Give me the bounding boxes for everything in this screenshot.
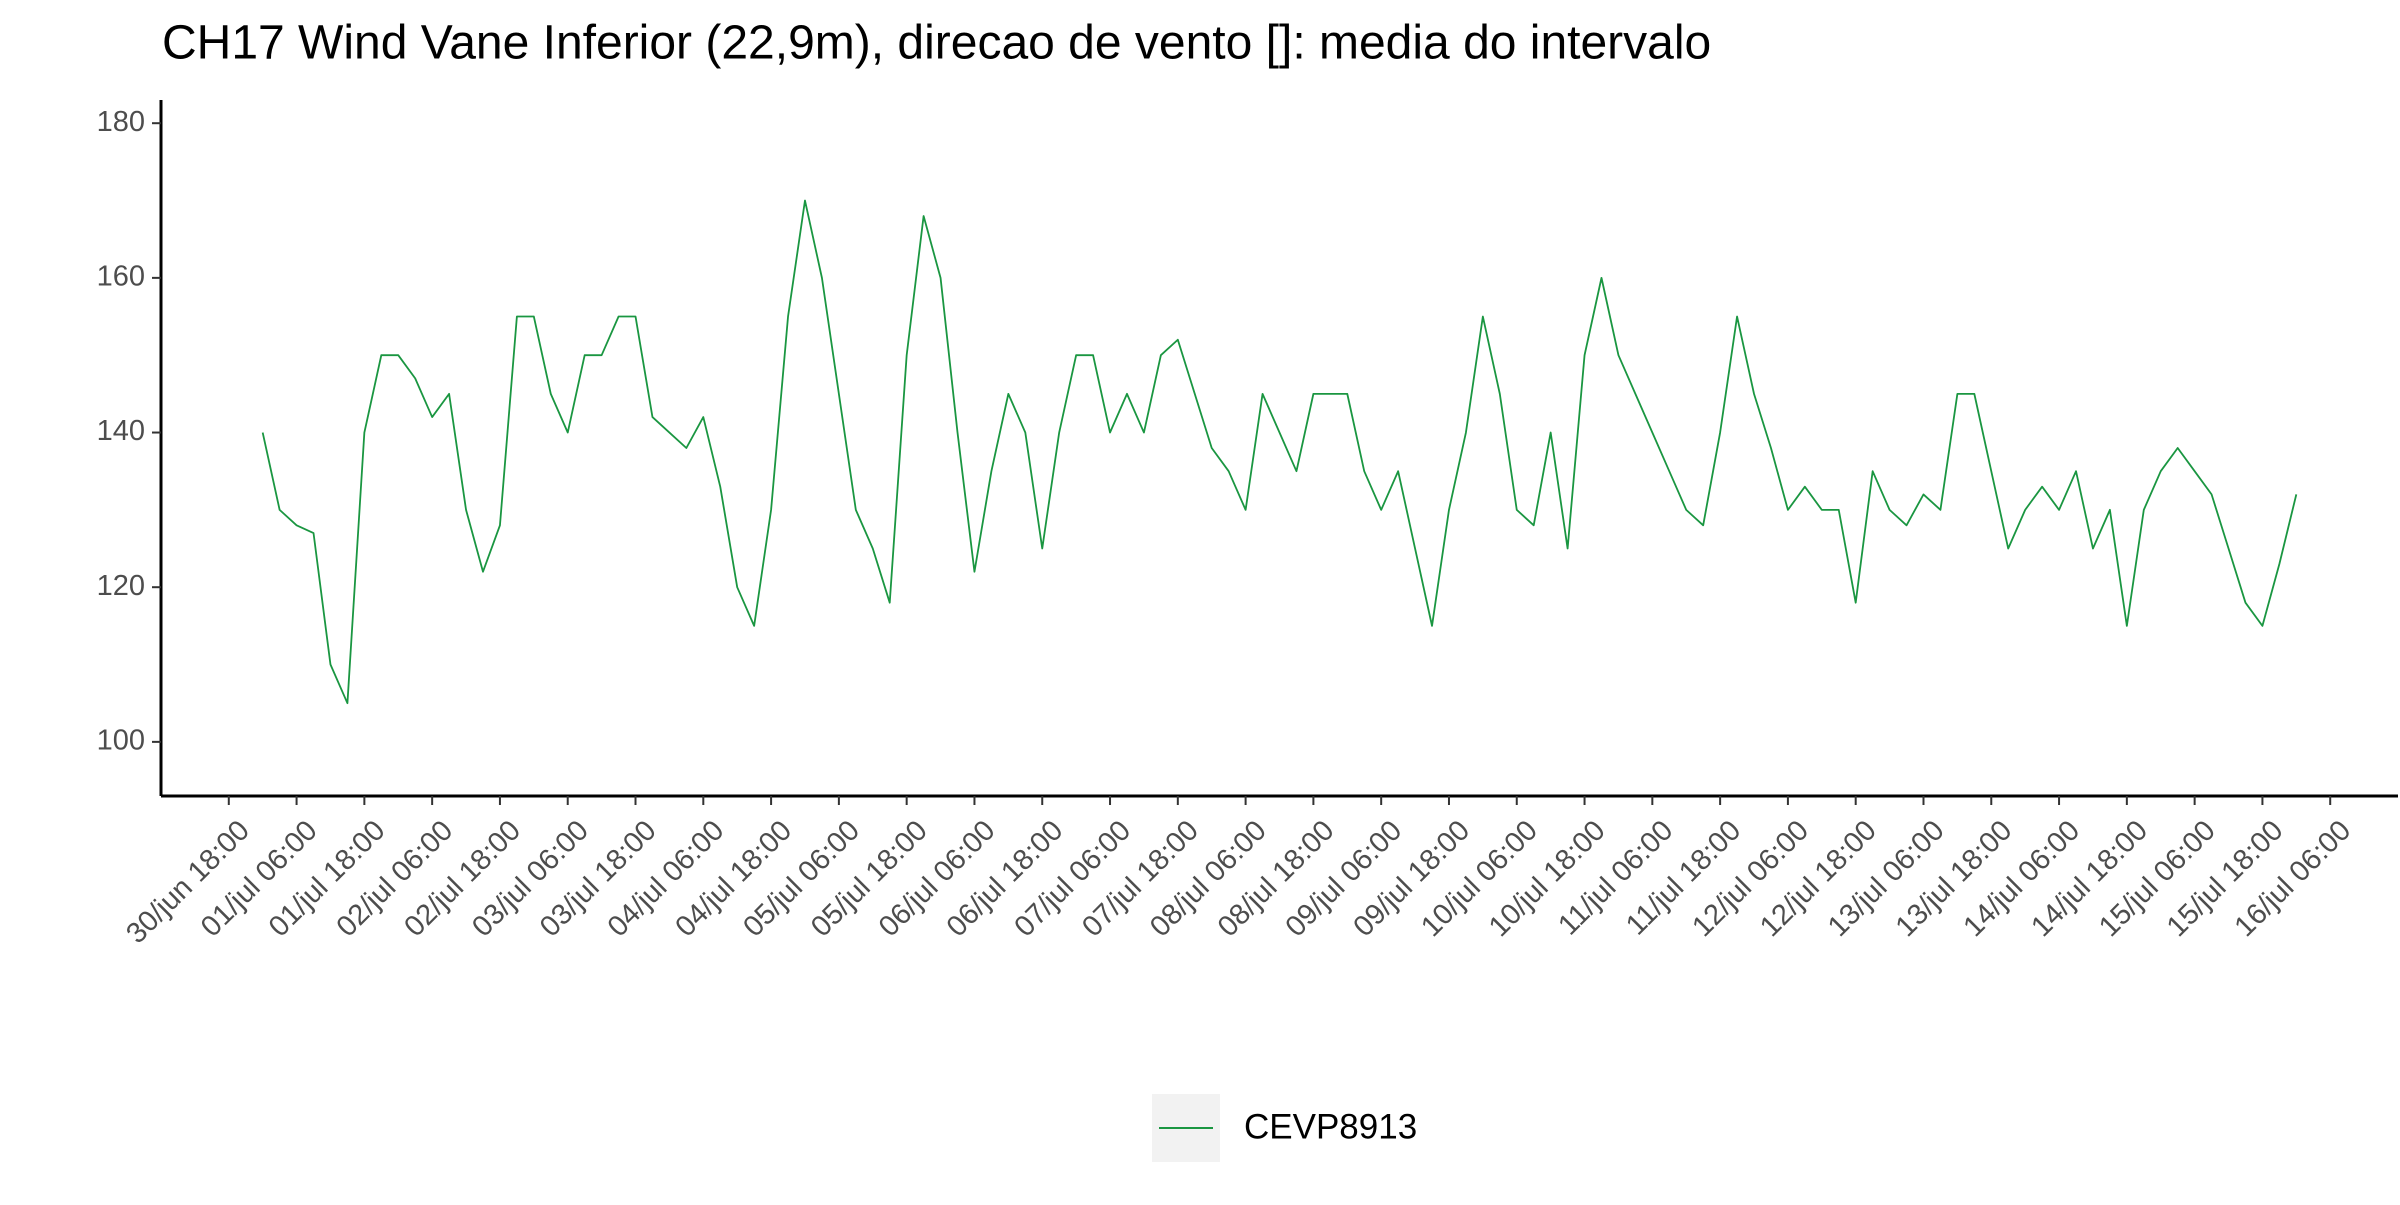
y-tick-label: 140 xyxy=(97,415,145,447)
chart-title: CH17 Wind Vane Inferior (22,9m), direcao… xyxy=(162,17,1711,70)
y-tick-label: 180 xyxy=(97,106,145,138)
y-tick-label: 100 xyxy=(97,725,145,757)
data-line xyxy=(261,199,2298,705)
y-tick-label: 160 xyxy=(97,261,145,293)
legend-label: CEVP8913 xyxy=(1244,1107,1417,1146)
y-tick-label: 120 xyxy=(97,570,145,602)
